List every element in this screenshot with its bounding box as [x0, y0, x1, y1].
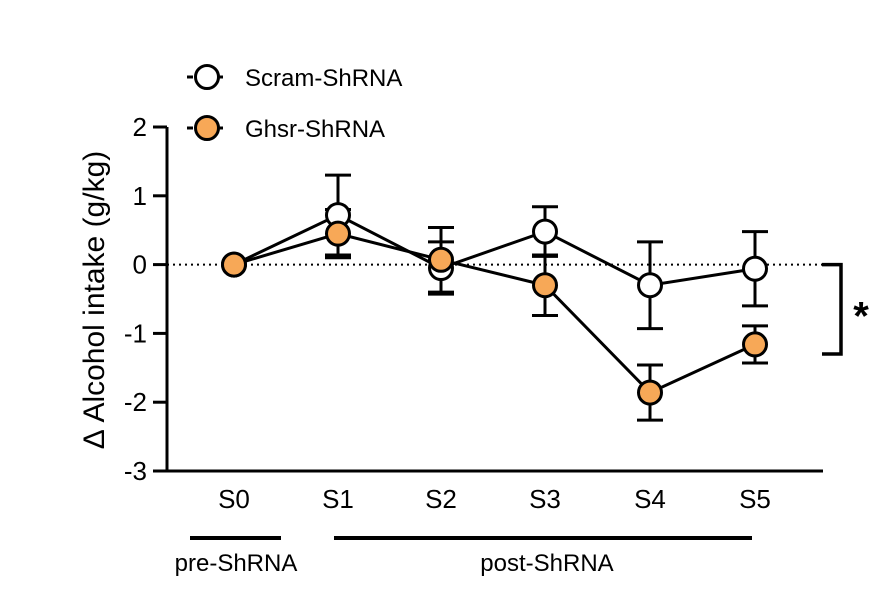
significance-bracket-line: [822, 262, 843, 356]
y-tick-label: -2: [124, 387, 147, 417]
data-point-scram: [637, 272, 663, 299]
y-tick-label: 2: [133, 112, 147, 142]
legend-label-ghsr: Ghsr-ShRNA: [245, 116, 385, 143]
legend: Scram-ShRNA Ghsr-ShRNA: [187, 64, 402, 143]
legend-entry-ghsr: Ghsr-ShRNA: [187, 115, 385, 143]
data-point-ghsr: [742, 331, 768, 358]
x-tick-label: S5: [739, 484, 771, 514]
legend-label-scram: Scram-ShRNA: [245, 65, 402, 92]
x-ticks: S0 S1 S2 S3 S4 S5: [218, 484, 771, 514]
legend-marker-scram: [194, 64, 220, 90]
y-tick-label: -3: [124, 456, 147, 486]
data-point-ghsr: [532, 272, 558, 299]
x-tick-label: S4: [634, 484, 666, 514]
x-tick-label: S2: [425, 484, 457, 514]
y-tick-label: 0: [133, 250, 147, 280]
data-point-scram: [532, 218, 558, 245]
legend-marker-ghsr: [194, 115, 220, 141]
x-tick-label: S1: [322, 484, 354, 514]
axes: [165, 127, 823, 473]
series-layer: [221, 173, 768, 422]
y-axis-label: Δ Alcohol intake (g/kg): [78, 151, 111, 450]
data-point-ghsr: [428, 246, 454, 273]
legend-entry-scram: Scram-ShRNA: [187, 64, 402, 92]
x-tick-label: S0: [218, 484, 250, 514]
data-point-ghsr: [325, 220, 351, 247]
y-tick-label: 1: [133, 181, 147, 211]
data-point-ghsr: [637, 379, 663, 406]
significance-bracket: *: [822, 262, 869, 356]
x-tick-label: S3: [529, 484, 561, 514]
data-point-scram: [742, 255, 768, 282]
group-label-post-shrna: post-ShRNA: [480, 550, 613, 577]
series-line-ghsr: [233, 232, 756, 395]
y-tick-label: -1: [124, 318, 147, 348]
group-bars: pre-ShRNA post-ShRNA: [175, 536, 752, 577]
group-label-pre-shrna: pre-ShRNA: [175, 550, 298, 577]
data-point-ghsr: [221, 251, 247, 278]
series-line-scram: [233, 213, 756, 287]
significance-asterisk: *: [853, 294, 869, 338]
y-ticks: 2 1 0 -1 -2 -3: [124, 112, 167, 486]
